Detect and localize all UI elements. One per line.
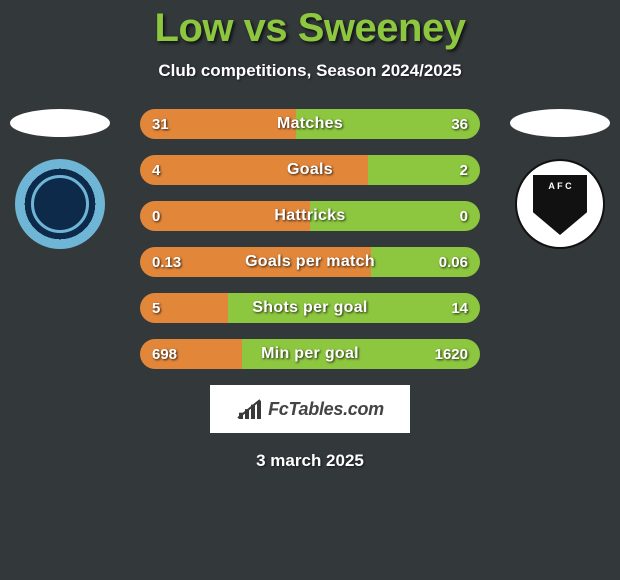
stat-row: 5 Shots per goal 14 bbox=[140, 293, 480, 323]
right-club-crest: A F C bbox=[515, 159, 605, 249]
stat-row: 698 Min per goal 1620 bbox=[140, 339, 480, 369]
stat-row: 31 Matches 36 bbox=[140, 109, 480, 139]
stat-left-fill bbox=[140, 155, 368, 185]
page-title: Low vs Sweeney bbox=[0, 0, 620, 51]
stat-left-value: 0.13 bbox=[152, 254, 181, 271]
stat-right-value: 0 bbox=[460, 208, 468, 225]
stat-row: 0 Hattricks 0 bbox=[140, 201, 480, 231]
stat-right-value: 1620 bbox=[435, 346, 468, 363]
brand-box: FcTables.com bbox=[210, 385, 410, 433]
stat-left-value: 4 bbox=[152, 162, 160, 179]
comparison-bars: 31 Matches 36 4 Goals 2 0 Hattricks 0 0.13 Goals p… bbox=[140, 109, 480, 369]
brand-text: FcTables.com bbox=[268, 399, 384, 420]
right-club-column: A F C bbox=[500, 109, 620, 249]
fctables-bars-icon bbox=[236, 396, 262, 422]
stat-left-value: 5 bbox=[152, 300, 160, 317]
stat-right-value: 36 bbox=[451, 116, 468, 133]
stat-label: Goals bbox=[287, 161, 333, 179]
left-club-column bbox=[0, 109, 120, 249]
stat-row: 4 Goals 2 bbox=[140, 155, 480, 185]
stat-label: Shots per goal bbox=[252, 299, 367, 317]
stat-row: 0.13 Goals per match 0.06 bbox=[140, 247, 480, 277]
right-crest-shield: A F C bbox=[533, 175, 587, 235]
stat-left-value: 31 bbox=[152, 116, 169, 133]
stat-label: Goals per match bbox=[245, 253, 375, 271]
stat-right-value: 14 bbox=[451, 300, 468, 317]
stat-right-value: 0.06 bbox=[439, 254, 468, 271]
right-flag-ellipse bbox=[510, 109, 610, 137]
left-flag-ellipse bbox=[10, 109, 110, 137]
stat-left-value: 698 bbox=[152, 346, 177, 363]
page-subtitle: Club competitions, Season 2024/2025 bbox=[0, 61, 620, 81]
stat-left-value: 0 bbox=[152, 208, 160, 225]
stat-label: Matches bbox=[277, 115, 343, 133]
stat-right-value: 2 bbox=[460, 162, 468, 179]
stat-label: Min per goal bbox=[261, 345, 359, 363]
left-club-crest bbox=[15, 159, 105, 249]
footer-date: 3 march 2025 bbox=[0, 451, 620, 471]
comparison-content: A F C 31 Matches 36 4 Goals 2 0 Hattricks 0 0.13 G… bbox=[0, 109, 620, 471]
stat-label: Hattricks bbox=[274, 207, 345, 225]
